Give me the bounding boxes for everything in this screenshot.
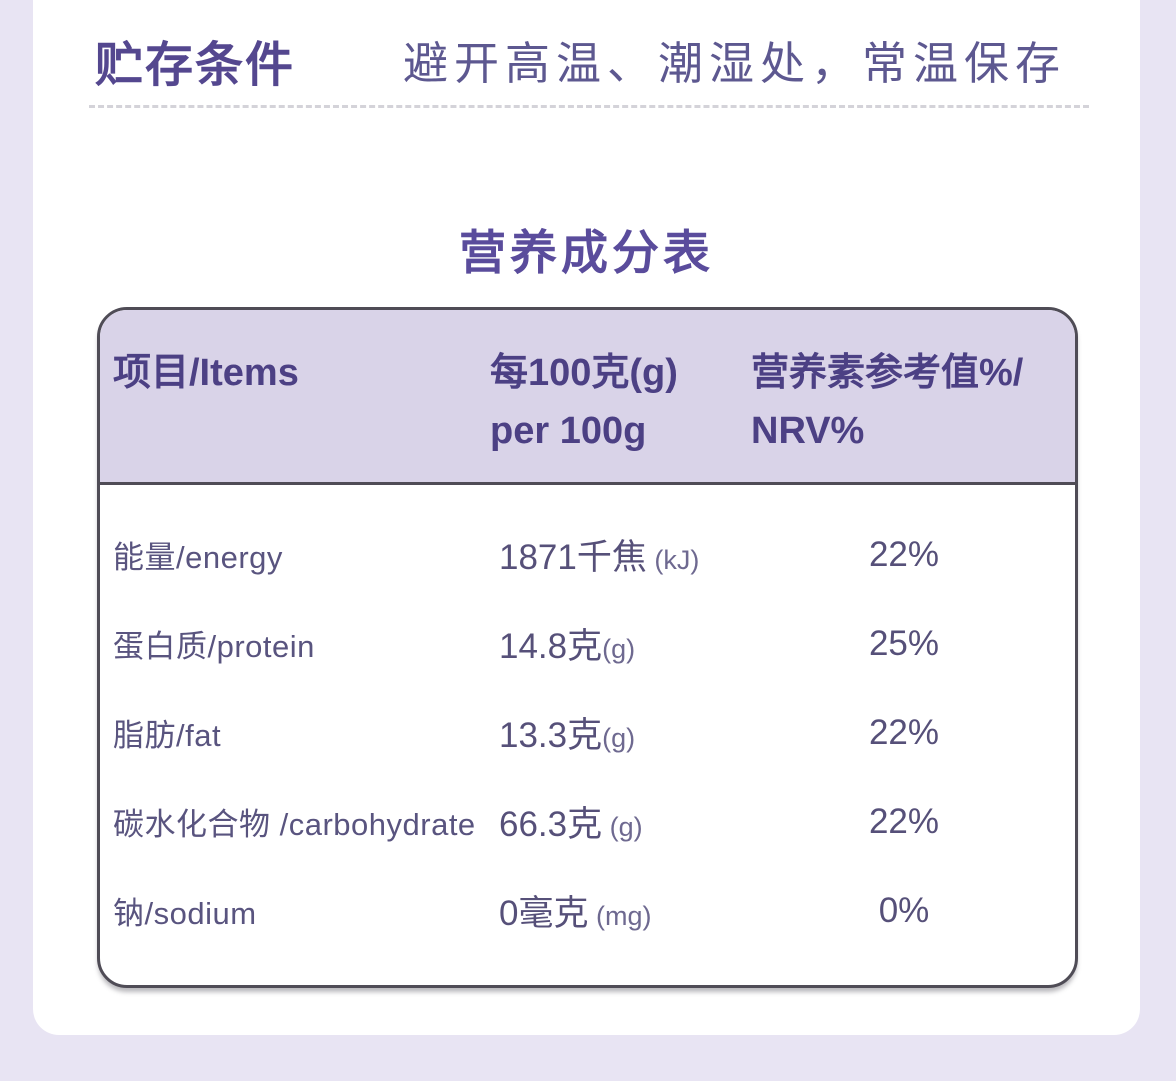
amount-unit: (mg) bbox=[588, 901, 652, 931]
amount-unit: (g) bbox=[602, 723, 636, 753]
header-items-column: 项目/Items bbox=[113, 344, 490, 482]
amount-value: 66.3克 bbox=[499, 805, 603, 844]
table-row-sodium: 钠/sodium 0毫克 (mg) 0% bbox=[113, 866, 1075, 955]
row-item-label: 脂肪/fat bbox=[113, 718, 222, 753]
amount-unit: (g) bbox=[602, 812, 643, 842]
header-nrv-column: 营养素参考值%/ NRV% bbox=[751, 344, 1075, 482]
row-nrv-value: 22% bbox=[868, 712, 940, 752]
row-amount: 0毫克 (mg) bbox=[490, 885, 751, 936]
row-item-label: 钠/sodium bbox=[113, 896, 257, 931]
nutrition-table-title: 营养成分表 bbox=[459, 226, 714, 279]
amount-value: 13.3克 bbox=[499, 716, 603, 755]
amount-value: 1871千焦 bbox=[499, 538, 647, 577]
storage-conditions-value: 避开高温、潮湿处，常温保存 bbox=[403, 38, 1067, 89]
amount-value: 14.8克 bbox=[499, 627, 603, 666]
row-amount: 13.3克(g) bbox=[490, 707, 751, 758]
row-item-label: 碳水化合物 /carbohydrate bbox=[113, 807, 476, 842]
table-row-carbohydrate: 碳水化合物 /carbohydrate 66.3克 (g) 22% bbox=[113, 777, 1075, 866]
amount-unit: (kJ) bbox=[646, 545, 700, 575]
table-row-energy: 能量/energy 1871千焦 (kJ) 22% bbox=[113, 510, 1075, 599]
header-per100g-line2: per 100g bbox=[490, 410, 647, 452]
amount-unit: (g) bbox=[602, 634, 636, 664]
header-nrv-line1: 营养素参考值%/ bbox=[751, 352, 1024, 394]
row-nrv-value: 25% bbox=[868, 623, 940, 663]
storage-conditions-label: 贮存条件 bbox=[95, 39, 296, 92]
product-detail-card: 贮存条件 避开高温、潮湿处，常温保存 营养成分表 项目/Items 每100克(… bbox=[33, 0, 1140, 1035]
header-per100g-column: 每100克(g) per 100g bbox=[490, 344, 751, 482]
amount-value: 0毫克 bbox=[499, 894, 589, 933]
row-amount: 14.8克(g) bbox=[490, 618, 751, 669]
nutrition-facts-table: 项目/Items 每100克(g) per 100g 营养素参考值%/ NRV%… bbox=[97, 307, 1078, 988]
nutrition-table-header: 项目/Items 每100克(g) per 100g 营养素参考值%/ NRV% bbox=[100, 310, 1075, 485]
dashed-divider bbox=[89, 105, 1089, 108]
row-item-label: 能量/energy bbox=[113, 540, 283, 575]
header-nrv-line2: NRV% bbox=[751, 410, 865, 452]
table-row-fat: 脂肪/fat 13.3克(g) 22% bbox=[113, 688, 1075, 777]
row-item-label: 蛋白质/protein bbox=[113, 629, 315, 664]
header-items-label: 项目/Items bbox=[113, 352, 299, 394]
header-per100g-line1: 每100克(g) bbox=[490, 352, 678, 394]
row-nrv-value: 0% bbox=[878, 890, 930, 930]
nutrition-table-body: 能量/energy 1871千焦 (kJ) 22% 蛋白质/protein 14… bbox=[100, 485, 1075, 955]
row-nrv-value: 22% bbox=[868, 534, 940, 574]
table-row-protein: 蛋白质/protein 14.8克(g) 25% bbox=[113, 599, 1075, 688]
row-amount: 66.3克 (g) bbox=[490, 796, 751, 847]
row-amount: 1871千焦 (kJ) bbox=[490, 529, 751, 580]
row-nrv-value: 22% bbox=[868, 801, 940, 841]
